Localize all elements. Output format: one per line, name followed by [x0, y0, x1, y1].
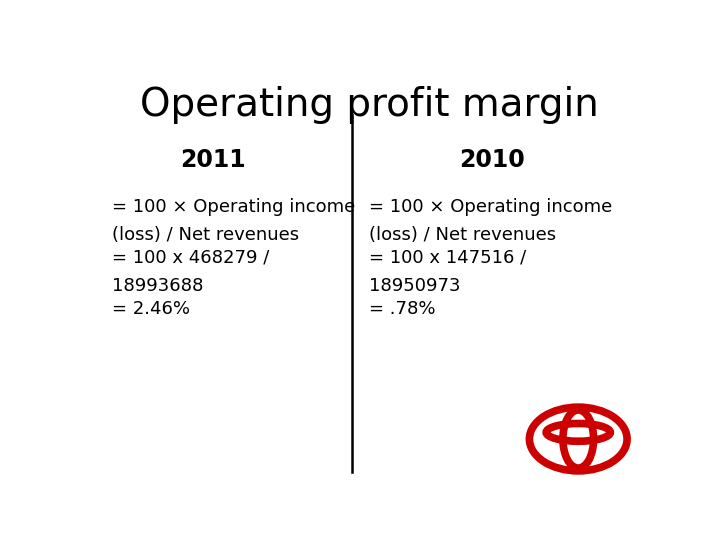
Text: (loss) / Net revenues: (loss) / Net revenues: [112, 226, 300, 244]
Text: = 100 × Operating income: = 100 × Operating income: [369, 198, 612, 216]
Text: 18950973: 18950973: [369, 277, 461, 295]
Text: 2011: 2011: [180, 148, 246, 172]
Text: = 100 x 147516 /: = 100 x 147516 /: [369, 249, 526, 267]
Text: 18993688: 18993688: [112, 277, 204, 295]
Text: 2010: 2010: [459, 148, 525, 172]
Text: = 100 x 468279 /: = 100 x 468279 /: [112, 249, 270, 267]
Text: = .78%: = .78%: [369, 300, 436, 318]
Text: Operating profit margin: Operating profit margin: [140, 85, 598, 124]
Text: (loss) / Net revenues: (loss) / Net revenues: [369, 226, 556, 244]
Text: = 2.46%: = 2.46%: [112, 300, 190, 318]
Text: = 100 × Operating income: = 100 × Operating income: [112, 198, 356, 216]
